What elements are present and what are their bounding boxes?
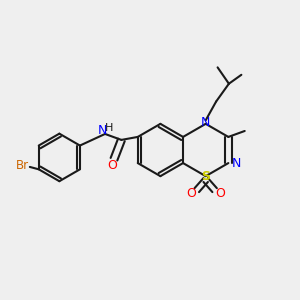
Text: O: O bbox=[108, 159, 117, 172]
Text: N: N bbox=[201, 116, 210, 129]
Text: Br: Br bbox=[16, 159, 29, 172]
Text: S: S bbox=[201, 170, 210, 183]
Text: N: N bbox=[232, 157, 242, 169]
Text: N: N bbox=[98, 124, 107, 137]
Text: O: O bbox=[186, 188, 196, 200]
Text: O: O bbox=[216, 188, 226, 200]
Text: H: H bbox=[105, 123, 113, 133]
